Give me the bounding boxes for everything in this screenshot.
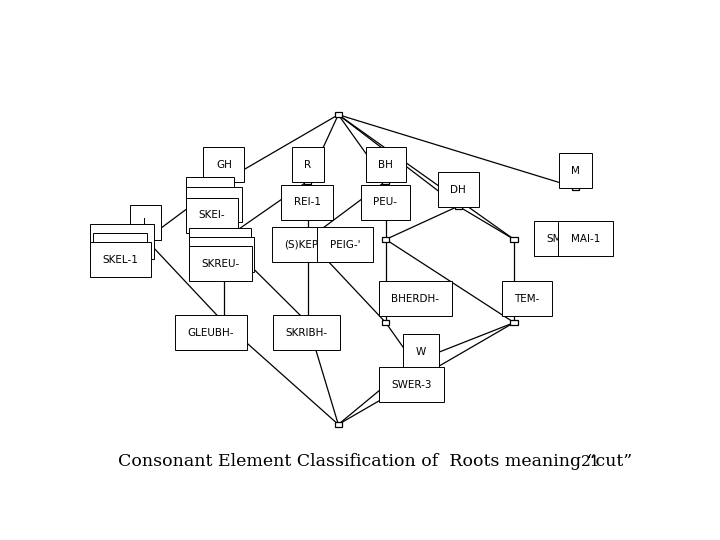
FancyBboxPatch shape	[410, 360, 418, 365]
Text: SKREU-: SKREU-	[202, 259, 240, 268]
Text: MAI-1: MAI-1	[571, 234, 600, 244]
Text: PEU-: PEU-	[374, 197, 397, 207]
Text: SKEI-: SKEI-	[199, 210, 225, 220]
Text: (S)KEP-: (S)KEP-	[284, 240, 322, 250]
Text: BH: BH	[378, 160, 393, 170]
Text: GHEL-3: GHEL-3	[103, 237, 141, 247]
FancyBboxPatch shape	[304, 179, 311, 184]
FancyBboxPatch shape	[510, 237, 518, 242]
Text: GH: GH	[216, 160, 232, 170]
Text: PEIG-': PEIG-'	[330, 240, 361, 250]
Text: KEL-1: KEL-1	[106, 246, 135, 255]
Text: REI-1: REI-1	[294, 197, 320, 207]
FancyBboxPatch shape	[335, 422, 342, 427]
Text: Consonant Element Classification of  Roots meaning “cut”: Consonant Element Classification of Root…	[118, 454, 632, 470]
FancyBboxPatch shape	[220, 237, 228, 242]
FancyBboxPatch shape	[382, 320, 390, 325]
Text: SMI-: SMI-	[546, 234, 569, 244]
Text: SKEL-1: SKEL-1	[103, 255, 139, 265]
FancyBboxPatch shape	[382, 179, 390, 184]
Text: SEK-: SEK-	[199, 190, 221, 199]
Text: DH: DH	[451, 185, 466, 194]
FancyBboxPatch shape	[304, 237, 311, 242]
Text: GHER-4: GHER-4	[202, 249, 241, 259]
Text: M: M	[571, 166, 580, 176]
Text: KES-1: KES-1	[199, 200, 229, 210]
FancyBboxPatch shape	[454, 204, 462, 209]
FancyBboxPatch shape	[220, 179, 228, 184]
Text: SKER-1: SKER-1	[202, 240, 238, 250]
Text: W: W	[416, 347, 426, 357]
FancyBboxPatch shape	[382, 237, 390, 242]
Text: SKRIBH-: SKRIBH-	[285, 328, 328, 338]
Text: BHERDH-: BHERDH-	[392, 294, 439, 304]
FancyBboxPatch shape	[572, 185, 579, 190]
Text: GLEUBH-: GLEUBH-	[188, 328, 234, 338]
FancyBboxPatch shape	[510, 320, 518, 325]
Text: 21: 21	[581, 455, 600, 469]
FancyBboxPatch shape	[304, 320, 311, 325]
FancyBboxPatch shape	[142, 237, 150, 242]
Text: R: R	[304, 160, 311, 170]
Text: SWER-3: SWER-3	[392, 380, 432, 390]
Text: L: L	[143, 218, 148, 228]
Text: TEM-: TEM-	[514, 294, 539, 304]
FancyBboxPatch shape	[220, 320, 228, 325]
FancyBboxPatch shape	[335, 112, 342, 117]
